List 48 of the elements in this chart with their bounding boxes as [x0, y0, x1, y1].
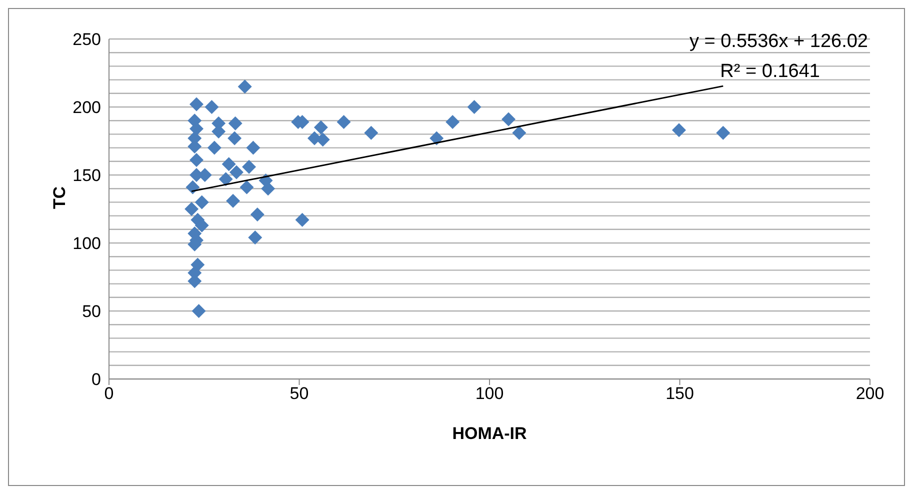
y-axis-title: TC: [50, 186, 70, 209]
point: [240, 180, 254, 194]
point: [204, 100, 219, 114]
point: [190, 153, 204, 168]
x-axis-title: HOMA-IR: [452, 424, 527, 443]
point: [248, 230, 262, 245]
point: [364, 126, 378, 140]
point: [222, 157, 236, 172]
point: [430, 131, 444, 146]
y-tick-label: 200: [72, 98, 101, 118]
point: [295, 212, 310, 227]
point: [207, 140, 222, 155]
y-tick-label: 250: [72, 30, 101, 50]
point: [261, 182, 276, 196]
point: [467, 100, 482, 114]
x-tick-label: 0: [104, 384, 114, 404]
point: [186, 180, 200, 194]
point: [226, 194, 240, 208]
x-tick-label: 50: [290, 384, 309, 404]
point: [190, 122, 204, 136]
point: [194, 195, 209, 210]
point: [192, 304, 206, 318]
point: [238, 80, 252, 94]
y-tick-label: 0: [92, 370, 101, 390]
point: [502, 112, 516, 126]
point: [336, 114, 351, 129]
point: [190, 97, 204, 112]
point: [314, 120, 328, 134]
point: [228, 131, 242, 146]
point: [228, 116, 242, 130]
point: [229, 165, 244, 180]
y-tick-label: 50: [82, 302, 101, 322]
point: [512, 126, 526, 140]
point: [246, 140, 260, 155]
point: [446, 114, 460, 129]
annotation: y = 0.5536x + 126.02: [689, 30, 868, 54]
point: [242, 160, 256, 174]
point: [218, 172, 233, 186]
y-tick-label: 150: [72, 166, 101, 186]
y-tick-label: 100: [72, 234, 101, 254]
point: [250, 207, 264, 222]
point: [716, 126, 730, 140]
annotation: R² = 0.1641: [719, 60, 821, 84]
x-tick-label: 150: [666, 384, 694, 404]
point: [184, 202, 199, 216]
x-tick-label: 100: [475, 384, 504, 404]
point: [672, 123, 686, 138]
x-tick-label: 200: [856, 384, 884, 404]
